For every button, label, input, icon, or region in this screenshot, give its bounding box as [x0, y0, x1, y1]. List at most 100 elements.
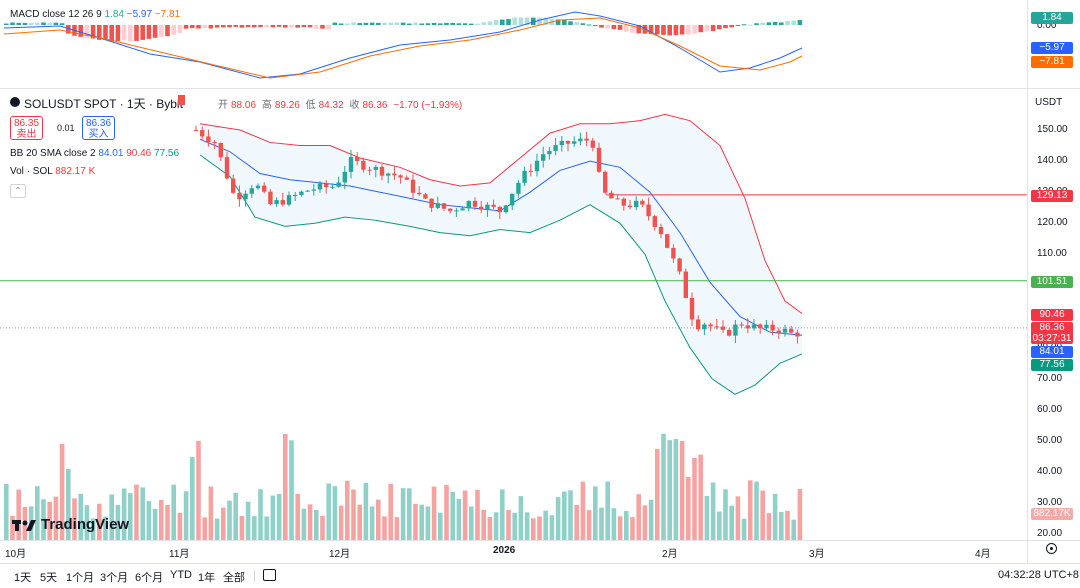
candle-body: [193, 130, 199, 131]
volume-bar: [630, 517, 635, 540]
time-label-nov: 11月: [169, 549, 190, 560]
macd-hist-bar: [376, 22, 381, 25]
pane-separator[interactable]: [0, 88, 1080, 89]
range-6m[interactable]: 6个月: [135, 572, 164, 584]
candle-body: [231, 178, 236, 193]
price-scale-label: 110.00: [1037, 248, 1067, 260]
range-1d[interactable]: 1天: [14, 572, 32, 584]
range-all[interactable]: 全部: [223, 572, 245, 584]
candle-body: [689, 297, 695, 320]
macd-hist-bar: [276, 25, 282, 27]
vol-legend[interactable]: Vol · SOL 882.17 K: [10, 166, 95, 177]
volume-bar: [326, 483, 331, 540]
volume-bar: [264, 516, 269, 540]
volume-bar: [413, 503, 418, 540]
volume-bar: [90, 518, 96, 540]
volume-bar: [605, 481, 610, 540]
volume-bar: [394, 517, 400, 540]
candle-body: [603, 171, 608, 193]
symbol-title[interactable]: SOLUSDT SPOT · 1天 · Bybit: [24, 97, 183, 111]
volume-bar: [400, 488, 406, 540]
volume-bar: [121, 488, 127, 540]
settings-gear-icon[interactable]: [1046, 543, 1057, 554]
volume-bar: [103, 516, 108, 540]
volume-bar: [611, 508, 617, 540]
macd-hist-bar: [196, 25, 201, 29]
macd-hist-bar: [593, 25, 598, 26]
volume-bar: [35, 486, 40, 540]
macd-hist-bar: [171, 25, 176, 35]
volume-bar: [152, 508, 158, 540]
macd-hist-tag: 1.84: [1031, 12, 1073, 24]
candle-body: [342, 171, 347, 183]
bb-label: BB 20 SMA close 2: [10, 148, 96, 159]
macd-hist-bar: [35, 22, 40, 25]
macd-hist-bar: [78, 25, 83, 37]
volume-bar: [233, 492, 238, 540]
volume-bar: [431, 486, 437, 540]
open-label: 开: [218, 100, 228, 111]
market-status-icon[interactable]: [178, 95, 185, 105]
date-range-calendar-icon[interactable]: [263, 569, 276, 581]
candle-body: [404, 177, 409, 180]
macd-hist-bar: [692, 25, 697, 34]
candle-body: [671, 247, 676, 259]
volume-bar: [276, 493, 282, 540]
range-1y[interactable]: 1年: [198, 572, 216, 584]
macd-hist-bar: [772, 21, 778, 25]
buy-button[interactable]: 86.36 买入: [82, 116, 115, 140]
clock[interactable]: 04:32:28 UTC+8: [998, 569, 1080, 581]
macd-hist-bar: [152, 25, 158, 38]
range-5d[interactable]: 5天: [40, 572, 58, 584]
macd-hist-bar: [289, 25, 294, 28]
volume-bar: [382, 516, 387, 540]
volume-bar: [562, 491, 567, 540]
macd-hist-bar: [791, 20, 796, 25]
range-ytd[interactable]: YTD: [170, 569, 192, 581]
volume-bar: [624, 511, 629, 540]
candle-body: [355, 157, 360, 162]
macd-hist-bar: [698, 25, 703, 33]
candle-body: [720, 326, 726, 330]
candle-body: [386, 173, 391, 176]
candle-body: [758, 324, 763, 329]
candle-body: [460, 208, 465, 211]
macd-hist-bar: [59, 23, 65, 25]
volume-bar: [369, 506, 375, 540]
range-3m[interactable]: 3个月: [100, 572, 129, 584]
candle-body: [584, 138, 589, 141]
macd-legend[interactable]: MACD close 12 26 9 1.84 −5.97 −7.81: [10, 9, 180, 20]
collapse-legend-icon[interactable]: ⌃: [10, 184, 26, 198]
volume-bar: [59, 443, 65, 540]
volume-bar: [314, 509, 319, 540]
macd-hist-bar: [785, 21, 790, 25]
range-1m[interactable]: 1个月: [66, 572, 95, 584]
macd-label: MACD close 12 26 9: [10, 9, 102, 20]
candle-body: [262, 185, 267, 192]
candle-body: [696, 319, 701, 330]
bb-legend[interactable]: BB 20 SMA close 2 84.01 90.46 77.56: [10, 148, 179, 159]
time-label-2026: 2026: [493, 545, 516, 556]
volume-bar: [475, 489, 480, 540]
macd-hist-bar: [314, 25, 319, 29]
sell-button[interactable]: 86.35 卖出: [10, 116, 43, 140]
volume-bar: [748, 480, 753, 540]
tradingview-logo[interactable]: TradingView: [12, 516, 129, 533]
currency-selector[interactable]: USDT: [1035, 97, 1063, 108]
vol-value: 882.17 K: [55, 166, 96, 177]
tradingview-logo-icon: [12, 519, 36, 531]
macd-hist-bar: [438, 23, 443, 25]
price-scale-label: 150.00: [1037, 124, 1068, 135]
volume-bar: [481, 509, 486, 540]
low-value: 84.32: [318, 100, 344, 111]
macd-hist-bar: [686, 25, 691, 35]
macd-hist-bar: [425, 23, 431, 25]
time-label-mar: 3月: [809, 549, 825, 560]
macd-signal-tag: −7.81: [1031, 56, 1073, 68]
time-label-oct: 10月: [5, 549, 27, 560]
macd-signal-line: [3, 17, 803, 79]
volume-bar: [518, 496, 524, 540]
macd-hist-bar: [165, 25, 170, 37]
macd-hist-bar: [636, 25, 641, 34]
